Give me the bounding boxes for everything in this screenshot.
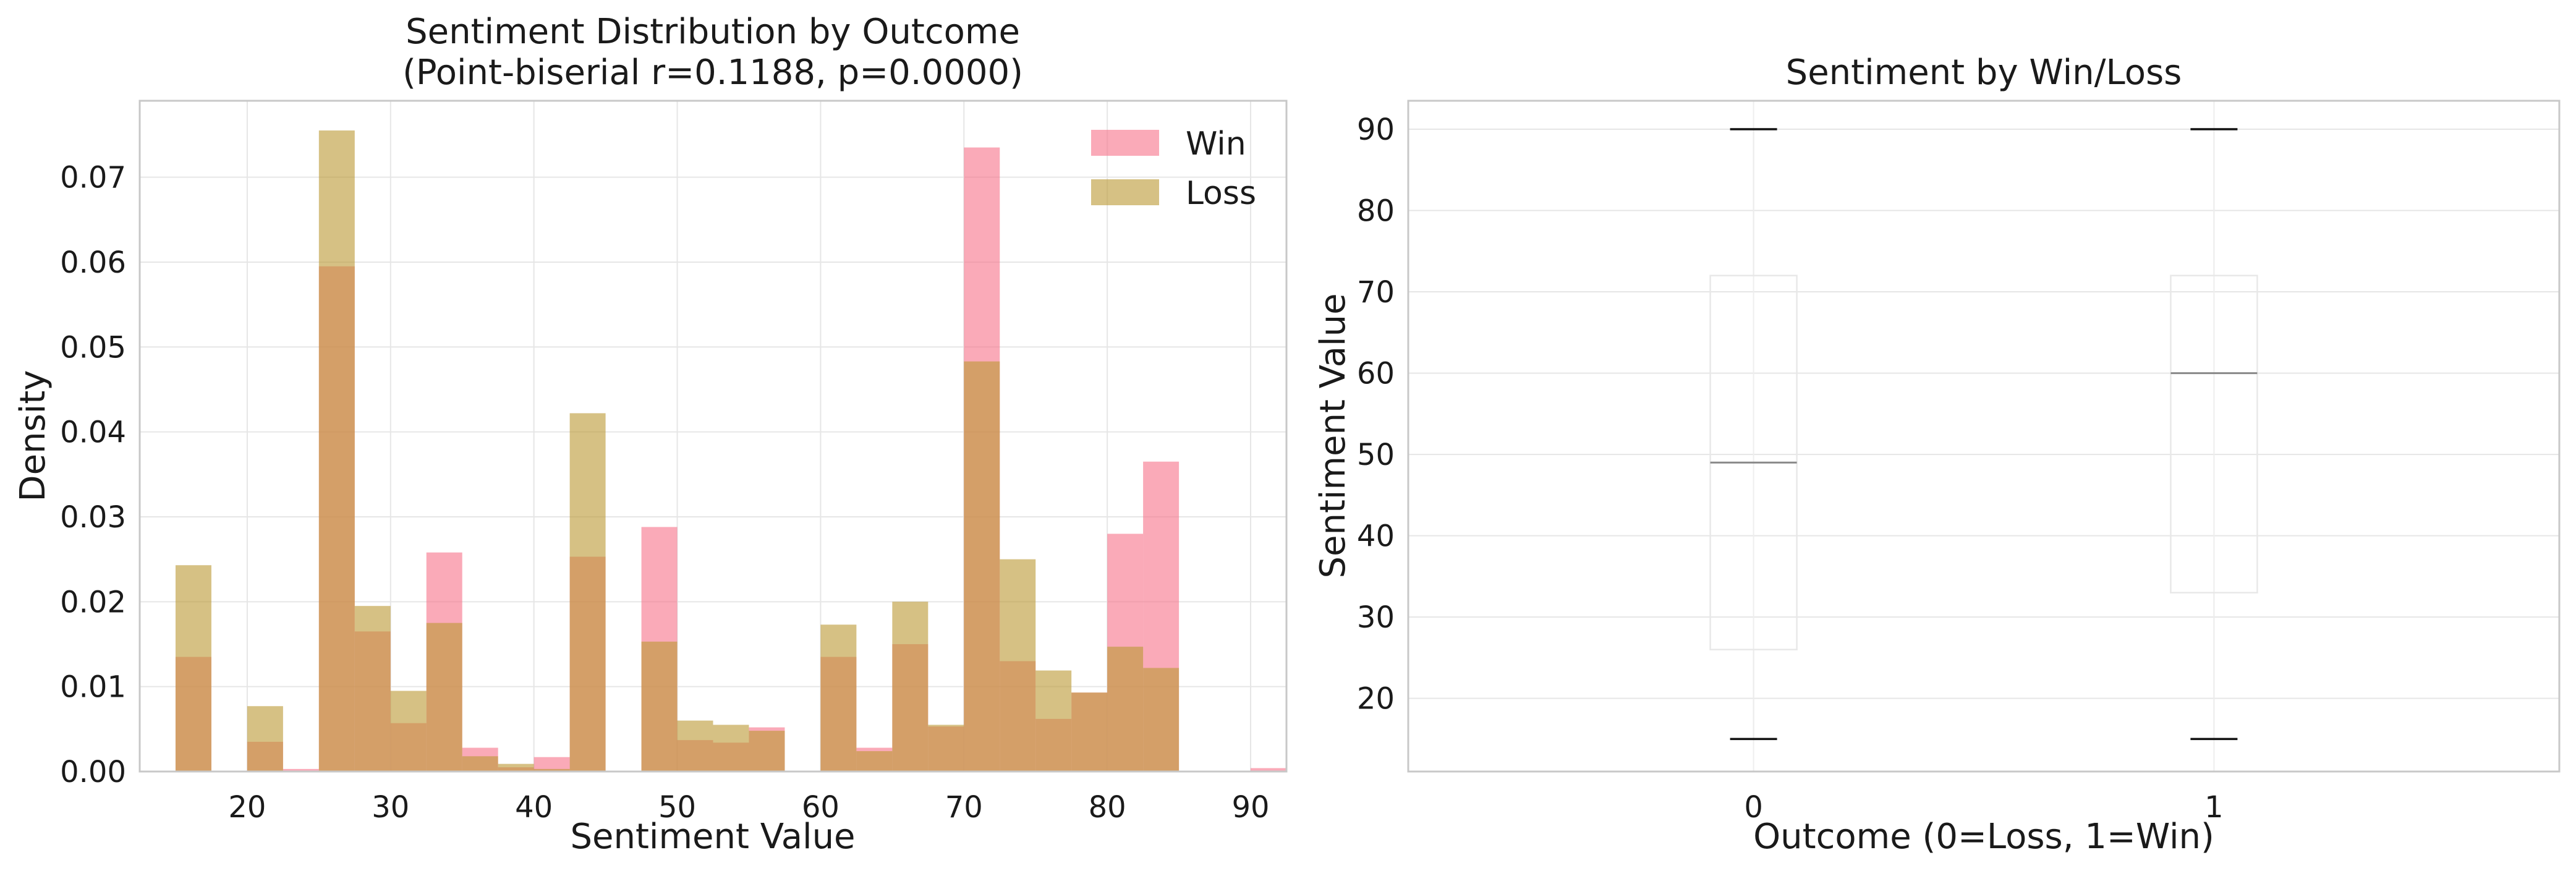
boxplot-y-ticks: 20 30 40 50 60 70 80 90	[1357, 113, 1395, 717]
histogram-title: Sentiment Distribution by Outcome	[406, 12, 1020, 52]
bar-loss	[713, 725, 749, 772]
bar-loss	[175, 565, 211, 772]
y-tick-label: 0.07	[60, 161, 126, 195]
bar-loss	[533, 768, 570, 772]
legend-label-loss: Loss	[1186, 175, 1256, 212]
bar-loss	[1000, 559, 1036, 772]
x-tick-label: 1	[2204, 790, 2224, 825]
bar-win	[533, 757, 570, 772]
boxplot-panel: Sentiment by Win/Loss 20 30 40 50 60 70 80 90 0…	[1313, 53, 2561, 857]
y-tick-label: 60	[1357, 357, 1395, 391]
bar-loss	[820, 624, 857, 772]
bar-loss	[1143, 668, 1180, 772]
x-tick-label: 70	[945, 790, 983, 825]
boxplot-boxes	[1709, 128, 2258, 741]
y-tick-label: 0.04	[60, 415, 126, 450]
histogram-frame	[138, 100, 1288, 773]
bar-loss	[318, 130, 355, 772]
x-tick-label: 90	[1231, 790, 1269, 825]
bar-loss	[426, 623, 462, 772]
y-tick-label: 20	[1357, 682, 1395, 717]
x-tick-label: 20	[228, 790, 266, 825]
series-loss	[175, 130, 1180, 772]
histogram-x-ticks: 20 30 40 50 60 70 80 90	[228, 790, 1269, 825]
histogram-x-axis-label: Sentiment Value	[570, 817, 855, 857]
box-iqr	[2170, 274, 2258, 593]
boxplot-y-axis-label: Sentiment Value	[1313, 293, 1353, 578]
boxplot-x-axis-label: Outcome (0=Loss, 1=Win)	[1753, 817, 2214, 857]
x-tick-label: 80	[1089, 790, 1126, 825]
y-tick-label: 90	[1357, 113, 1395, 147]
boxplot-title: Sentiment by Win/Loss	[1786, 53, 2182, 93]
y-tick-label: 80	[1357, 194, 1395, 229]
bar-win	[283, 768, 319, 772]
bar-loss	[354, 606, 391, 772]
y-tick-label: 70	[1357, 275, 1395, 310]
x-tick-label: 30	[372, 790, 409, 825]
bar-loss	[498, 763, 534, 772]
bar-loss	[892, 602, 929, 772]
bar-loss	[569, 413, 606, 772]
y-tick-label: 0.06	[60, 245, 126, 280]
bar-loss	[677, 720, 713, 772]
histogram-y-axis-label: Density	[13, 370, 53, 502]
bar-loss	[1071, 692, 1108, 772]
histogram-subtitle: (Point-biserial r=0.1188, p=0.0000)	[402, 53, 1023, 93]
y-tick-label: 50	[1357, 438, 1395, 472]
bar-loss	[462, 756, 498, 772]
y-tick-label: 30	[1357, 600, 1395, 635]
y-tick-label: 0.02	[60, 585, 126, 619]
legend-swatch-win	[1091, 130, 1159, 156]
bar-loss	[641, 641, 678, 772]
x-tick-label: 0	[1744, 790, 1763, 825]
y-tick-label: 0.01	[60, 670, 126, 705]
bar-loss	[1107, 647, 1144, 772]
x-tick-label: 60	[802, 790, 840, 825]
bar-loss	[247, 706, 283, 772]
bar-loss	[390, 691, 427, 772]
y-tick-label: 0.00	[60, 755, 126, 789]
box-0	[1709, 128, 1798, 741]
histogram-panel: Sentiment Distribution by Outcome (Point…	[13, 12, 1288, 857]
bar-loss	[856, 751, 893, 772]
x-tick-label: 50	[658, 790, 696, 825]
y-tick-label: 40	[1357, 519, 1395, 554]
box-1	[2170, 128, 2258, 741]
bar-loss	[749, 731, 785, 772]
y-tick-label: 0.05	[60, 330, 126, 365]
boxplot-frame	[1407, 100, 2561, 773]
legend-label-win: Win	[1186, 125, 1246, 163]
x-tick-label: 40	[515, 790, 553, 825]
y-tick-label: 0.03	[60, 500, 126, 535]
bar-win	[1251, 768, 1286, 772]
histogram-y-ticks: 0.00 0.01 0.02 0.03 0.04 0.05 0.06 0.07	[60, 161, 126, 789]
histogram-legend: Win Loss	[1091, 125, 1256, 212]
histogram-bars	[175, 130, 1286, 772]
bar-loss	[928, 725, 964, 772]
legend-swatch-loss	[1091, 179, 1159, 205]
bar-loss	[1035, 670, 1072, 772]
bar-loss	[964, 361, 1000, 772]
